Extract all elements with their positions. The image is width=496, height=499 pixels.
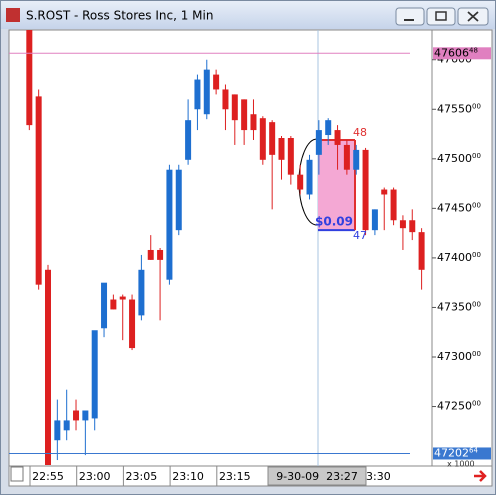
candle-body xyxy=(157,249,164,260)
candle-body xyxy=(250,114,257,131)
candle-body xyxy=(35,96,42,285)
candle-body xyxy=(343,144,350,170)
candle-body xyxy=(390,189,397,221)
candle-body xyxy=(259,118,266,160)
candle-body xyxy=(287,138,294,175)
candle-body xyxy=(399,220,406,229)
candle-body xyxy=(315,130,322,155)
measure-bottom-label: 47 xyxy=(353,229,367,242)
candle-body xyxy=(269,122,276,155)
candle-body xyxy=(129,299,136,349)
x-tick-label: 23:05 xyxy=(126,470,158,483)
y-tick-label: 4745000 xyxy=(437,201,481,214)
candle-body xyxy=(278,138,285,160)
minimize-button[interactable] xyxy=(395,7,425,26)
y-tick-label: 4755000 xyxy=(437,102,481,115)
x-tick-label: 22:55 xyxy=(32,470,64,483)
x-tick-label: 23:15 xyxy=(219,470,251,483)
x-tick-label: 23:30 xyxy=(359,470,391,483)
measure-label: $0.09 xyxy=(315,215,353,229)
candle-body xyxy=(334,130,341,145)
candle-body xyxy=(241,99,248,131)
scale-note: x 1000 xyxy=(447,460,475,469)
candle-body xyxy=(119,296,126,300)
window-title: S.ROST - Ross Stores Inc, 1 Min xyxy=(26,9,213,23)
cursor-label: 9-30-09 23:27 xyxy=(276,470,358,483)
price-label-box xyxy=(433,447,491,460)
candle-body xyxy=(166,169,173,280)
scroll-box[interactable] xyxy=(10,466,24,482)
marks xyxy=(26,30,425,465)
candle-body xyxy=(110,299,117,310)
candle-body xyxy=(185,120,192,160)
candle-body xyxy=(82,410,89,421)
candle-body xyxy=(325,120,332,136)
candle-body xyxy=(175,169,182,231)
candle-body xyxy=(45,269,51,465)
x-tick-label: 23:10 xyxy=(172,470,204,483)
candle-body xyxy=(54,420,61,441)
candle-body xyxy=(231,94,238,121)
cursor-label-box xyxy=(267,466,367,486)
candle-body xyxy=(101,282,108,329)
candle-body xyxy=(194,79,201,110)
candle-body xyxy=(26,30,33,126)
maximize-button[interactable] xyxy=(426,7,456,26)
scroll-right-arrow[interactable] xyxy=(474,470,487,482)
price-label-box xyxy=(433,47,491,60)
candle-body xyxy=(203,69,210,115)
candle-body xyxy=(73,410,80,421)
x-axis-area xyxy=(8,465,493,487)
candle-body xyxy=(353,149,360,170)
candle-body xyxy=(138,269,145,316)
app-icon xyxy=(6,8,20,22)
measure-top-label: 48 xyxy=(353,126,367,139)
y-tick-label: 4735000 xyxy=(437,300,481,313)
y-tick-label: 4725000 xyxy=(437,400,481,413)
candle-body xyxy=(63,420,70,431)
plot-area xyxy=(8,29,433,467)
candle-body xyxy=(297,174,304,190)
candle-body xyxy=(409,220,416,233)
candle-body xyxy=(362,149,369,231)
candle-body xyxy=(418,232,425,270)
candle-body xyxy=(222,89,229,110)
price-line-label: 4720264 xyxy=(434,446,478,459)
x-tick-label: 23:00 xyxy=(79,470,111,483)
candle-body xyxy=(381,189,388,195)
candle-body xyxy=(91,330,98,419)
window-buttons[interactable] xyxy=(395,7,489,26)
y-tick-label: 4740000 xyxy=(437,251,481,264)
candle-body xyxy=(371,209,378,231)
candle-body xyxy=(306,159,313,195)
y-tick-label: 4750000 xyxy=(437,152,481,165)
candle-body xyxy=(147,249,154,260)
y-tick-label: 4730000 xyxy=(437,350,481,363)
y-axis-area xyxy=(431,29,493,467)
candle-body xyxy=(213,74,220,90)
price-line-label: 4760648 xyxy=(434,46,478,59)
